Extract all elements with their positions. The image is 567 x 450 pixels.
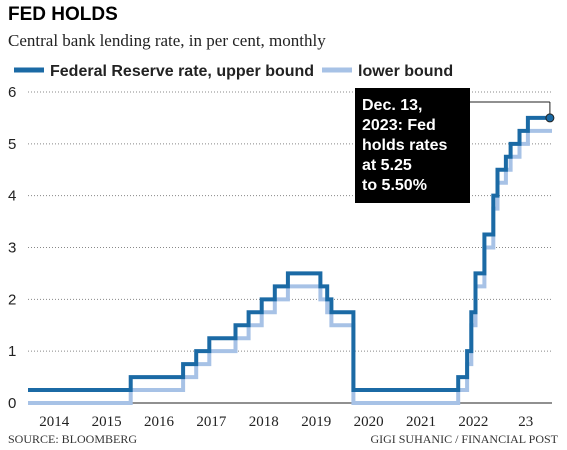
x-tick-label: 2021 [406, 414, 436, 430]
chart-title: FED HOLDS [8, 4, 118, 25]
legend-label: lower bound [358, 63, 453, 80]
y-tick-label: 6 [8, 84, 16, 101]
y-tick-label: 3 [8, 240, 16, 257]
legend-label: Federal Reserve rate, upper bound [50, 63, 314, 80]
credit: GIGI SUHANIC / FINANCIAL POST [370, 432, 558, 446]
x-tick-label: 2017 [196, 414, 227, 430]
annotation-text: 2023: Fed [362, 117, 436, 134]
y-tick-label: 0 [8, 395, 16, 412]
annotation-text: Dec. 13, [362, 97, 422, 114]
source: SOURCE: BLOOMBERG [8, 432, 137, 446]
y-tick-label: 4 [8, 188, 16, 205]
annotation-text: holds rates [362, 137, 447, 154]
y-tick-label: 1 [8, 343, 16, 360]
annotation-text: to 5.50% [362, 177, 427, 194]
x-tick-label: 2015 [92, 414, 122, 430]
y-tick-label: 5 [8, 136, 16, 153]
x-tick-label: 2014 [39, 414, 70, 430]
x-tick-label: 2018 [249, 414, 279, 430]
annotation-text: at 5.25 [362, 157, 412, 174]
y-tick-label: 2 [8, 291, 16, 308]
series-line [28, 128, 552, 405]
chart-subtitle: Central bank lending rate, in per cent, … [8, 31, 326, 50]
annotation-box [355, 88, 470, 203]
x-tick-label: 2020 [354, 414, 384, 430]
x-tick-label: 2019 [301, 414, 331, 430]
x-tick-label: 23 [518, 414, 533, 430]
x-tick-label: 2022 [458, 414, 488, 430]
x-tick-label: 2016 [144, 414, 175, 430]
end-point [545, 113, 555, 123]
series-line [28, 115, 552, 393]
